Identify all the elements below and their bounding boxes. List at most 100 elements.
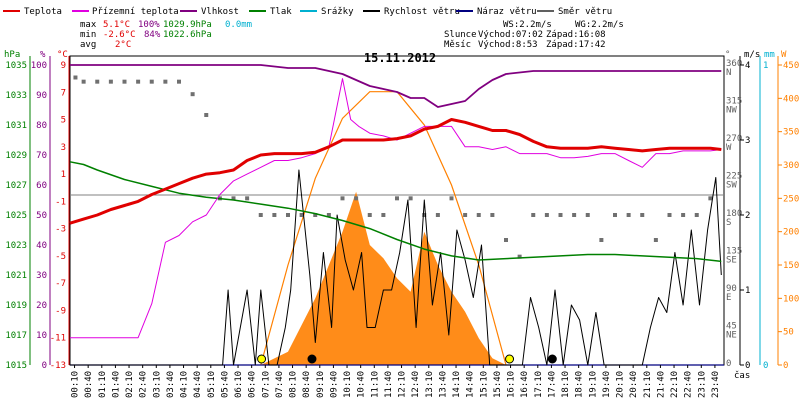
wind-direction-point bbox=[354, 196, 359, 201]
time-tick-label: 03:40 bbox=[166, 371, 176, 398]
info-ws: WS:2.2m/s bbox=[503, 20, 552, 30]
moon-marker bbox=[307, 354, 317, 364]
time-tick-label: 05:10 bbox=[207, 371, 217, 398]
info-moon-rise: Východ:8:53 bbox=[478, 40, 538, 50]
dir-tick-label: 90 bbox=[726, 284, 737, 294]
wind-direction-point bbox=[381, 213, 386, 217]
temp-tick-label: -11 bbox=[50, 334, 66, 344]
info-sun-label: Slunce bbox=[444, 30, 477, 40]
wind-direction-point bbox=[177, 79, 181, 84]
w-tick-label: 350 bbox=[783, 128, 799, 138]
stats-min-temp: -2.6°C bbox=[103, 30, 136, 40]
w-tick-label: 150 bbox=[783, 261, 799, 271]
ground-temp-line bbox=[70, 78, 722, 339]
wind-direction-point bbox=[667, 213, 672, 217]
wind-direction-point bbox=[476, 213, 481, 217]
series-layer bbox=[69, 64, 724, 366]
hpa-tick-label: 1017 bbox=[5, 331, 27, 341]
ms-tick-label: 4 bbox=[745, 61, 750, 71]
temp-tick-label: -5 bbox=[55, 252, 66, 262]
stats-avg-label: avg bbox=[80, 40, 96, 50]
time-tick-label: 04:10 bbox=[180, 371, 190, 398]
dir-name-label: W bbox=[726, 143, 732, 153]
time-axis: 00:10 00:40 01:10 01:40 02:10 02:40 03:10 03:40… bbox=[71, 365, 721, 398]
wind-direction-point bbox=[558, 213, 563, 217]
wind-direction-point bbox=[272, 213, 277, 217]
mm-tick-label: 0 bbox=[763, 361, 768, 371]
wind-direction-point bbox=[204, 113, 209, 117]
stats-min-press: 1022.6hPa bbox=[163, 30, 212, 40]
hpa-tick-label: 1027 bbox=[5, 181, 27, 191]
hpa-tick-label: 1035 bbox=[5, 61, 27, 71]
time-tick-label: 01:40 bbox=[111, 371, 121, 398]
dir-name-label: SE bbox=[726, 256, 737, 266]
legend: Teplota Přízemní teplota Vlhkost Tlak Sr… bbox=[3, 7, 612, 17]
dir-tick-label: 0 bbox=[726, 359, 731, 369]
time-tick-label: 19:10 bbox=[588, 371, 598, 398]
pct-tick-label: 30 bbox=[36, 271, 47, 281]
dir-name-label: S bbox=[726, 218, 731, 228]
dir-name-label: N bbox=[726, 68, 731, 78]
wind-speed-line bbox=[70, 169, 722, 366]
wind-direction-point bbox=[585, 213, 590, 217]
wind-direction-point bbox=[108, 79, 113, 84]
time-tick-label: 16:10 bbox=[507, 371, 517, 398]
time-tick-label: 09:40 bbox=[329, 371, 339, 398]
temp-tick-label: -7 bbox=[55, 279, 66, 289]
humidity-line bbox=[70, 64, 722, 108]
time-tick-label: 16:40 bbox=[520, 371, 530, 398]
temp-tick-label: 1 bbox=[61, 170, 66, 180]
dir-tick-label: 45 bbox=[726, 322, 737, 332]
wind-direction-point bbox=[367, 213, 372, 217]
stats-max-rain: 0.0mm bbox=[225, 20, 252, 30]
wind-direction-point bbox=[504, 238, 508, 242]
legend-label-prizemni: Přízemní teplota bbox=[92, 7, 179, 17]
wind-direction-point bbox=[517, 254, 522, 259]
wind-direction-point bbox=[681, 213, 686, 217]
time-tick-label: 05:40 bbox=[220, 371, 230, 398]
time-tick-label: 00:40 bbox=[84, 371, 94, 398]
stats-max-temp: 5.1°C bbox=[103, 20, 130, 30]
ms-tick-label: 2 bbox=[745, 211, 750, 221]
wind-direction-point bbox=[122, 79, 127, 84]
pct-tick-label: 90 bbox=[36, 91, 47, 101]
wind-direction-point bbox=[340, 196, 345, 201]
w-tick-label: 250 bbox=[783, 194, 799, 204]
time-tick-label: 09:10 bbox=[316, 371, 326, 398]
wind-direction-point bbox=[653, 238, 658, 242]
wind-direction-point bbox=[299, 213, 304, 217]
legend-label-teplota: Teplota bbox=[24, 7, 62, 17]
pressure-line bbox=[69, 161, 722, 263]
pct-tick-label: 40 bbox=[36, 241, 47, 251]
hpa-tick-label: 1021 bbox=[5, 271, 27, 281]
ms-tick-label: 3 bbox=[745, 136, 750, 146]
stats-max-hum: 100% bbox=[138, 20, 160, 30]
pct-tick-label: 10 bbox=[36, 331, 47, 341]
w-tick-label: 400 bbox=[783, 94, 799, 104]
time-tick-label: 19:40 bbox=[602, 371, 612, 398]
wind-direction-point bbox=[81, 79, 86, 84]
hpa-tick-label: 1023 bbox=[5, 241, 27, 251]
wind-direction-point bbox=[572, 213, 577, 217]
legend-label-tlak: Tlak bbox=[270, 7, 292, 17]
dir-tick-label: 270 bbox=[726, 134, 742, 144]
time-tick-label: 08:10 bbox=[289, 371, 299, 398]
temp-tick-label: 3 bbox=[61, 143, 66, 153]
hpa-tick-label: 1031 bbox=[5, 121, 27, 131]
wind-direction-point bbox=[313, 213, 318, 217]
time-tick-label: 23:40 bbox=[711, 371, 721, 398]
dir-tick-label: 315 bbox=[726, 97, 742, 107]
pct-tick-label: 0 bbox=[42, 361, 47, 371]
time-tick-label: 23:10 bbox=[697, 371, 707, 398]
stats-min-label: min bbox=[80, 30, 96, 40]
time-tick-label: 20:10 bbox=[616, 371, 626, 398]
solar-radiation-area bbox=[260, 191, 506, 365]
w-tick-label: 200 bbox=[783, 228, 799, 238]
time-tick-label: 02:40 bbox=[139, 371, 149, 398]
time-tick-label: 04:40 bbox=[193, 371, 203, 398]
wind-direction-point bbox=[95, 79, 100, 84]
temp-tick-label: 9 bbox=[61, 61, 66, 71]
wind-direction-point bbox=[245, 196, 250, 201]
dir-name-label: NW bbox=[726, 106, 737, 116]
wind-direction-point bbox=[231, 196, 236, 201]
